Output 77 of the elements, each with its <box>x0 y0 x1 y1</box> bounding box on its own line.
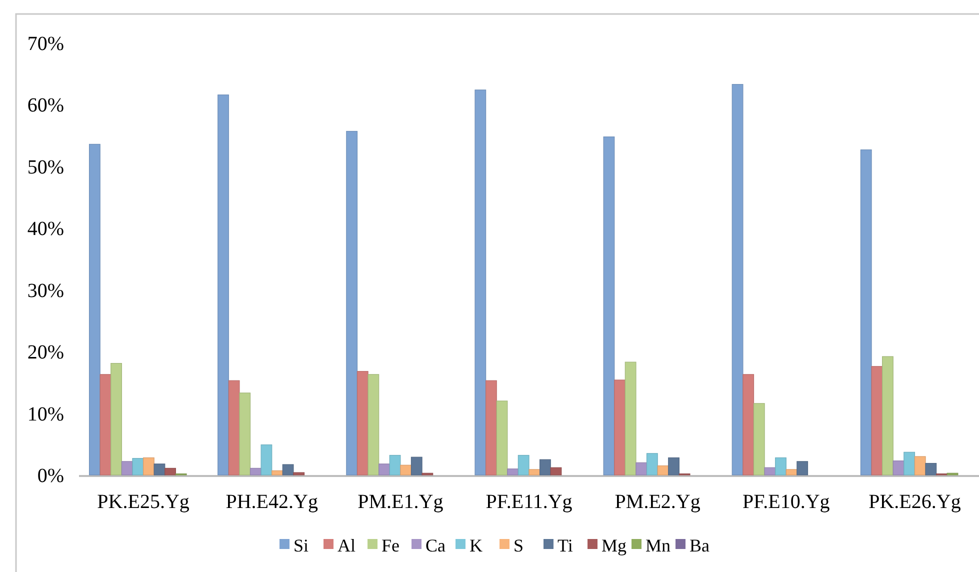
y-tick-label: 20% <box>27 342 64 364</box>
bar <box>550 467 562 476</box>
bar <box>540 459 551 476</box>
bar <box>892 460 904 476</box>
bar <box>88 144 100 476</box>
bar <box>410 456 422 476</box>
bar <box>228 380 240 476</box>
bar <box>100 374 112 476</box>
legend-label: Mg <box>602 535 627 556</box>
legend-label: K <box>470 535 482 556</box>
bar <box>657 465 669 476</box>
bar <box>518 454 530 476</box>
y-tick-label: 50% <box>27 156 64 178</box>
bar <box>272 470 283 476</box>
y-tick-label: 60% <box>27 94 64 117</box>
bar <box>636 462 648 476</box>
bar <box>239 392 251 476</box>
bar <box>474 90 486 476</box>
bar <box>775 457 786 476</box>
x-tick-label: PK.E25.Yg <box>97 491 190 513</box>
x-tick-label: PF.E11.Yg <box>486 491 572 513</box>
bar <box>925 462 937 476</box>
bar <box>496 400 508 476</box>
legend-label: Fe <box>382 535 400 556</box>
bar <box>121 461 133 476</box>
bar <box>368 374 380 476</box>
bar <box>164 468 176 476</box>
bar <box>668 457 680 476</box>
bar <box>356 371 368 476</box>
bar <box>786 469 798 476</box>
legend-label: Ti <box>558 535 573 556</box>
bar <box>624 362 636 476</box>
bar <box>486 380 497 476</box>
bar <box>154 464 166 476</box>
x-tick-label: PK.E26.Yg <box>868 491 961 513</box>
bar <box>293 472 305 476</box>
bar <box>871 366 883 476</box>
bar <box>346 130 358 476</box>
bar <box>732 84 744 476</box>
x-tick-label: PF.E10.Yg <box>742 491 830 513</box>
bar <box>528 469 540 476</box>
bar <box>218 94 229 476</box>
x-tick-label: PM.E2.Yg <box>614 491 700 513</box>
bar <box>132 458 144 476</box>
legend-label: S <box>514 535 524 556</box>
bar <box>282 464 294 476</box>
bar <box>860 149 872 476</box>
bar <box>914 456 926 476</box>
bar <box>389 454 401 476</box>
x-tick-label: PH.E42.Yg <box>226 491 318 513</box>
bar <box>753 403 765 476</box>
bar <box>796 461 808 476</box>
legend-label: Mn <box>646 535 671 556</box>
bar <box>400 464 412 476</box>
x-tick-label: PM.E1.Yg <box>358 491 444 513</box>
bar <box>142 457 154 476</box>
legend-label: Ca <box>426 535 446 556</box>
y-tick-label: 10% <box>27 403 64 426</box>
bar <box>250 468 262 476</box>
bar <box>614 380 626 476</box>
bar <box>882 356 894 476</box>
legend-label: Al <box>338 535 356 556</box>
legend-label: Ba <box>690 535 710 556</box>
y-tick-label: 0% <box>37 465 64 487</box>
y-tick-label: 40% <box>27 218 64 240</box>
bar <box>764 467 776 476</box>
y-tick-label: 30% <box>27 280 64 302</box>
bar <box>260 444 272 476</box>
bar <box>904 452 916 476</box>
bar <box>742 374 754 476</box>
legend-label: Si <box>294 535 309 556</box>
bar <box>603 136 615 476</box>
bar <box>646 453 658 476</box>
bar <box>378 464 390 476</box>
y-tick-label: 70% <box>27 33 64 55</box>
bar <box>507 468 518 476</box>
bar <box>110 362 122 476</box>
